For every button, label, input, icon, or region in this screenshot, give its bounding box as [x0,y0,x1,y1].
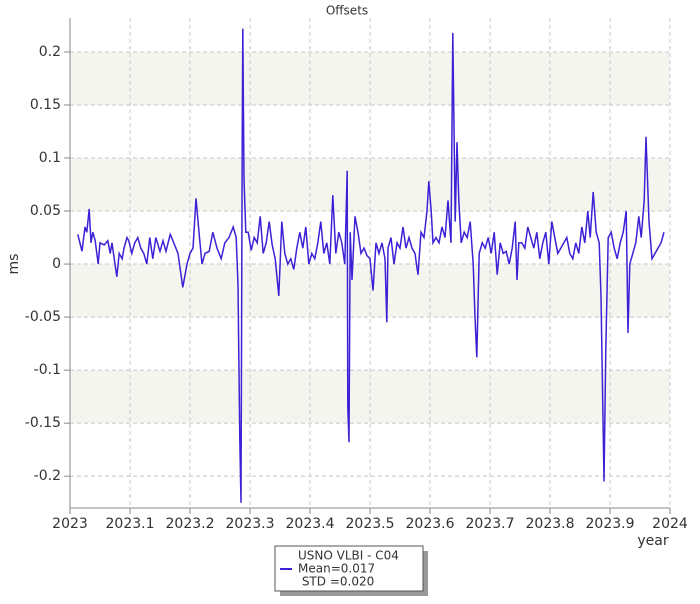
y-tick-label: 0.2 [39,44,61,60]
legend-note: STD =0.020 [298,575,374,589]
y-tick-label: -0.05 [25,309,61,325]
legend-note: Mean=0.017 [298,562,375,576]
x-tick-label: 2023.5 [346,516,395,532]
chart-title: Offsets [326,4,368,18]
y-tick-label: -0.15 [25,415,61,431]
data-line [77,28,665,503]
x-tick-label: 2023.9 [586,516,635,532]
x-tick-label: 2023.4 [286,516,335,532]
x-tick-label: 2023.2 [166,516,215,532]
x-tick-label: 2023.8 [526,516,575,532]
y-tick-label: 0.15 [30,97,61,113]
x-tick-label: 2024 [652,516,688,532]
y-axis-label: ms [6,254,22,275]
x-tick-label: 2023.6 [406,516,455,532]
x-tick-label: 2023.3 [226,516,275,532]
y-tick-label: -0.2 [34,468,61,484]
y-tick-label: -0.1 [34,362,61,378]
y-tick-label: 0.1 [39,150,61,166]
x-tick-label: 2023 [52,516,88,532]
y-tick-label: 0.05 [30,203,61,219]
legend-box [274,545,424,592]
x-tick-label: 2023.1 [106,516,155,532]
x-axis-label: year [637,533,668,549]
y-tick-label: 0 [52,256,61,272]
x-tick-label: 2023.7 [466,516,515,532]
legend-label: USNO VLBI - C04 [298,549,399,563]
